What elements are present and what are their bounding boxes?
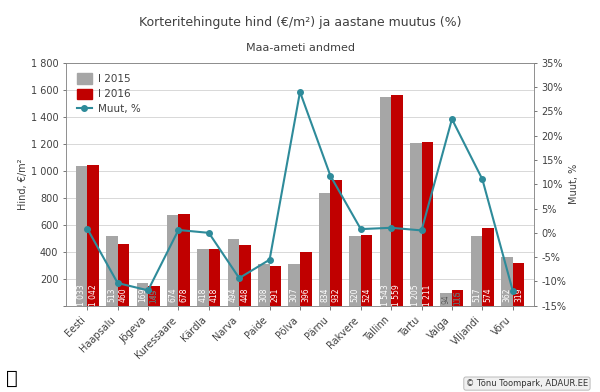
Text: 448: 448 [241, 288, 250, 302]
Text: 517: 517 [472, 288, 481, 302]
Text: 🏠: 🏠 [6, 369, 18, 388]
Text: 149: 149 [149, 289, 158, 303]
Text: 308: 308 [259, 288, 268, 302]
Text: 520: 520 [350, 288, 359, 302]
Text: 834: 834 [320, 288, 329, 302]
Text: 1 205: 1 205 [411, 284, 420, 306]
Bar [76, 166, 87, 306]
Bar [300, 252, 311, 306]
Bar [349, 236, 361, 306]
Bar [178, 214, 190, 306]
Bar [167, 215, 178, 306]
Bar [197, 249, 209, 306]
Text: 307: 307 [290, 288, 299, 302]
Bar [513, 263, 524, 306]
Bar [258, 264, 269, 306]
Text: 169: 169 [138, 288, 147, 302]
Text: 678: 678 [180, 288, 189, 302]
Text: © Tõnu Toompark, ADAUR.EE: © Tõnu Toompark, ADAUR.EE [466, 379, 588, 388]
Text: Korteritehingute hind (€/m²) ja aastane muutus (%): Korteritehingute hind (€/m²) ja aastane … [139, 16, 461, 29]
Bar [380, 98, 391, 306]
Text: 418: 418 [199, 288, 208, 302]
Bar [148, 286, 160, 306]
Bar [87, 165, 99, 306]
Text: Maa-ameti andmed: Maa-ameti andmed [245, 43, 355, 53]
Legend: I 2015, I 2016, Muut, %: I 2015, I 2016, Muut, % [74, 70, 143, 118]
Text: 291: 291 [271, 288, 280, 302]
Text: 1 559: 1 559 [392, 284, 401, 306]
Bar [391, 95, 403, 306]
Bar [269, 267, 281, 306]
Text: 494: 494 [229, 288, 238, 302]
Text: 574: 574 [484, 288, 493, 302]
Bar [452, 290, 463, 306]
Text: 94: 94 [442, 294, 451, 304]
Text: 513: 513 [107, 288, 116, 302]
Text: 149: 149 [149, 289, 158, 303]
Bar [239, 245, 251, 306]
Text: 524: 524 [362, 288, 371, 302]
Bar [501, 257, 513, 306]
Bar [331, 180, 342, 306]
Bar [137, 283, 148, 306]
Text: 1 211: 1 211 [423, 284, 432, 306]
Bar [209, 249, 220, 306]
Bar [289, 264, 300, 306]
Text: 362: 362 [502, 288, 511, 302]
Text: 116: 116 [453, 291, 462, 305]
Y-axis label: Muut, %: Muut, % [569, 164, 580, 204]
Bar [361, 235, 373, 306]
Bar [227, 239, 239, 306]
Text: 1 042: 1 042 [89, 284, 98, 306]
Y-axis label: Hind, €/m²: Hind, €/m² [18, 158, 28, 210]
Text: 932: 932 [332, 288, 341, 302]
Bar [440, 293, 452, 306]
Bar [471, 236, 482, 306]
Text: 418: 418 [210, 288, 219, 302]
Bar [106, 236, 118, 306]
Text: 319: 319 [514, 288, 523, 302]
Bar [482, 228, 494, 306]
Text: 460: 460 [119, 288, 128, 302]
Text: 116: 116 [453, 291, 462, 305]
Bar [422, 142, 433, 306]
Bar [118, 244, 129, 306]
Bar [319, 193, 331, 306]
Bar [410, 143, 422, 306]
Text: 674: 674 [168, 288, 177, 302]
Text: 396: 396 [301, 288, 310, 302]
Text: 94: 94 [442, 294, 451, 304]
Text: 1 543: 1 543 [381, 284, 390, 306]
Text: 1 033: 1 033 [77, 284, 86, 306]
